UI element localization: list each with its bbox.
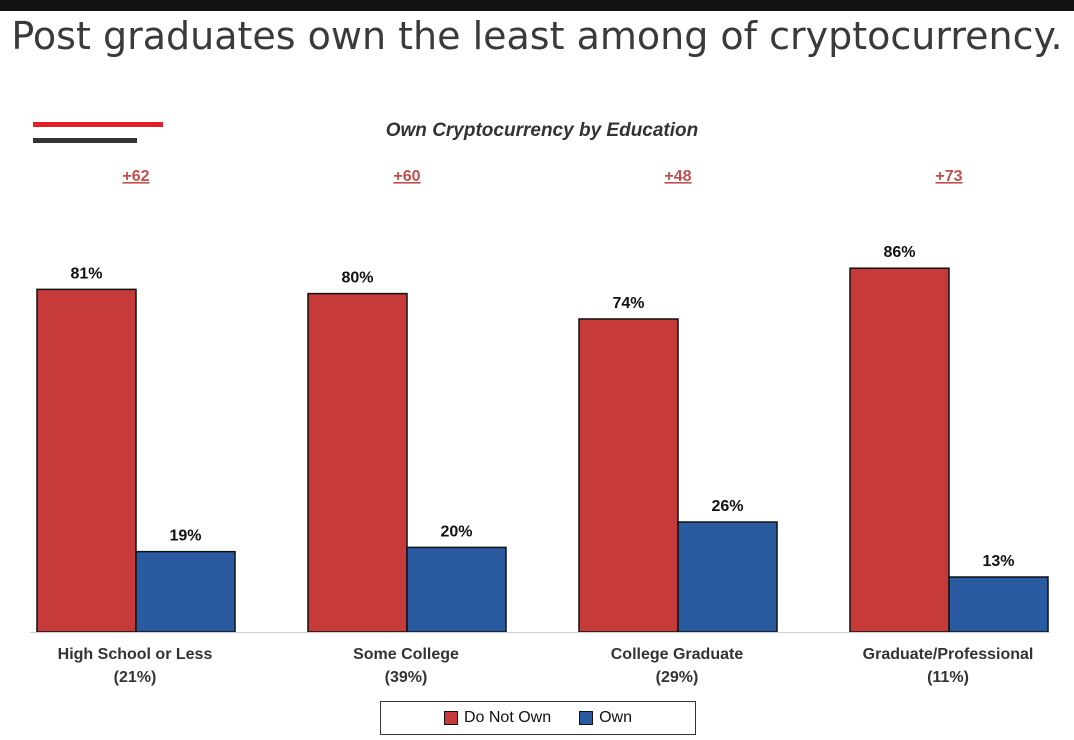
page-title: Post graduates own the least among of cr…: [11, 14, 1063, 58]
legend-item-do-not-own: Do Not Own: [443, 709, 552, 727]
data-label: 26%: [711, 498, 743, 515]
legend-label: Own: [599, 709, 633, 726]
bar-own: [948, 576, 1049, 633]
bar-do-not-own: [849, 267, 950, 633]
bar-own: [677, 521, 778, 633]
bar-do-not-own: [36, 288, 137, 633]
legend-label: Do Not Own: [463, 709, 552, 726]
category-share: (39%): [384, 669, 428, 686]
data-label: 20%: [440, 523, 472, 540]
category-label: High School or Less: [57, 646, 213, 663]
category-group-2: College Graduate (29%): [557, 643, 797, 689]
chart-title: Own Cryptocurrency by Education: [385, 120, 699, 141]
legend-item-own: Own: [579, 709, 632, 727]
accent-line-dark: [33, 138, 137, 143]
category-label: College Graduate: [610, 646, 744, 663]
data-label: 13%: [982, 553, 1014, 570]
bar-do-not-own: [307, 292, 408, 633]
data-label: 74%: [612, 295, 644, 312]
difference-label: +62: [122, 168, 149, 185]
data-label: 80%: [341, 270, 373, 287]
category-group-0: High School or Less (21%): [15, 643, 255, 689]
category-share: (29%): [655, 669, 699, 686]
category-group-1: Some College (39%): [286, 643, 526, 689]
difference-label: +73: [935, 168, 962, 185]
difference-label: +48: [664, 168, 691, 185]
bar-own: [406, 546, 507, 633]
data-label: 19%: [169, 528, 201, 545]
difference-label: +60: [393, 168, 420, 185]
data-label: 81%: [70, 265, 102, 282]
bar-own: [135, 550, 236, 633]
category-share: (21%): [113, 669, 157, 686]
legend-swatch-do-not-own: [443, 711, 458, 725]
bar-do-not-own: [578, 318, 679, 633]
legend-swatch-own: [579, 711, 594, 725]
category-label: Some College: [353, 646, 459, 663]
legend: Do Not Own Own: [380, 701, 696, 735]
category-label: Graduate/Professional: [862, 646, 1034, 663]
category-share: (11%): [927, 669, 969, 686]
category-group-3: Graduate/Professional (11%): [828, 643, 1068, 689]
top-rule: [0, 0, 1074, 11]
data-label: 86%: [883, 244, 915, 261]
accent-line-red: [33, 122, 163, 127]
